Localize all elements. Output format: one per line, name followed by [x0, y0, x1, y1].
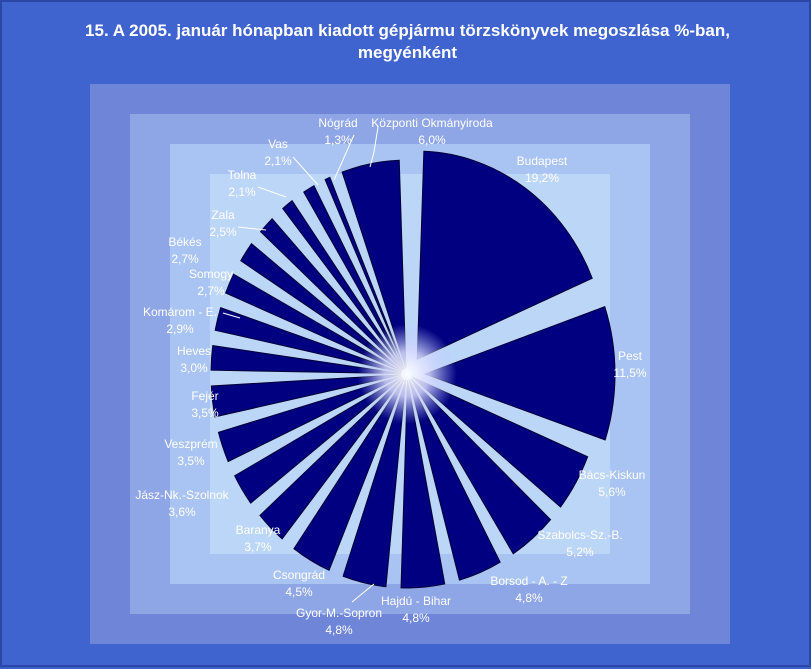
slice-label: Komárom - E. [143, 305, 217, 319]
slice-label: Pest [618, 349, 643, 363]
slice-value-label: 2,1% [264, 154, 292, 168]
slice-label: Csongrád [273, 568, 325, 582]
slice-label: Veszprém [164, 437, 217, 451]
pie-slice [410, 378, 552, 555]
slice-label: Nógrád [318, 116, 357, 130]
pie-slice [224, 273, 402, 372]
pie-slice [324, 176, 406, 369]
slice-value-label: 3,0% [180, 361, 208, 375]
slice-label: Szabolcs-Sz.-B. [537, 528, 622, 542]
slice-label: Jász-Nk.-Szolnok [135, 488, 229, 502]
pie-slice [214, 306, 402, 373]
slice-value-label: 3,6% [168, 505, 196, 519]
pie-slice [416, 150, 593, 360]
leader-line [333, 134, 355, 181]
slice-value-label: 2,7% [197, 284, 225, 298]
slice-value-label: 11,5% [613, 366, 646, 380]
leader-line [369, 126, 379, 168]
slice-value-label: 4,5% [285, 585, 313, 599]
slice-value-label: 2,1% [228, 185, 256, 199]
slice-label: Zala [211, 208, 235, 222]
pie-slice [342, 379, 407, 588]
slice-value-label: 3,5% [191, 406, 219, 420]
slice-value-label: 4,8% [402, 611, 430, 625]
center-glow [357, 324, 457, 424]
slice-label: Baranya [236, 523, 281, 537]
pie-slice [400, 379, 446, 589]
pie-slice [341, 159, 407, 369]
slice-value-label: 2,9% [166, 322, 194, 336]
pie-slice [259, 217, 404, 371]
slice-label: Hajdú - Bihar [381, 594, 451, 608]
slice-label: Heves [177, 344, 211, 358]
slice-label: Békés [168, 235, 201, 249]
leader-line [257, 186, 287, 198]
slice-value-label: 6,0% [418, 133, 446, 147]
slice-value-label: 3,5% [177, 454, 205, 468]
slice-label: Vas [268, 137, 288, 151]
leader-line [222, 312, 241, 319]
pie-slice [259, 377, 404, 540]
slice-label: Budapest [517, 154, 568, 168]
slice-label: Somogy [189, 267, 233, 281]
slice-value-label: 4,8% [515, 591, 543, 605]
leader-line [292, 156, 319, 186]
slice-value-label: 1,3% [324, 133, 352, 147]
pie-slice [408, 379, 501, 581]
slice-label: Fejér [191, 389, 218, 403]
pie-slice [293, 378, 405, 572]
pie-slice [282, 199, 404, 370]
pie-slice [423, 306, 616, 441]
slice-label: Gyor-M.-Sopron [296, 606, 382, 620]
slice-value-label: 5,6% [598, 485, 626, 499]
chart-title: 15. A 2005. január hónapban kiadott gépj… [85, 21, 730, 62]
slice-value-label: 3,7% [244, 540, 272, 554]
slice-label: Központi Okmányiroda [371, 116, 493, 130]
slice-value-label: 2,5% [209, 225, 237, 239]
pie-slice [411, 376, 589, 508]
pie-slice [210, 374, 402, 418]
pie-slice [240, 242, 403, 371]
pie-slice [210, 345, 402, 375]
slice-value-label: 2,7% [171, 252, 199, 266]
slice-label: Bács-Kiskun [579, 468, 646, 482]
pie-slice [233, 376, 403, 504]
slice-value-label: 5,2% [566, 545, 594, 559]
slice-label: Borsod - A. - Z [490, 574, 567, 588]
slice-value-label: 19,2% [525, 171, 559, 185]
slice-value-label: 4,8% [325, 623, 353, 637]
leader-line [237, 226, 267, 231]
slice-label: Tolna [228, 168, 257, 182]
pie-slice [217, 375, 402, 463]
leader-line [351, 583, 375, 603]
pie-slice [303, 184, 405, 370]
